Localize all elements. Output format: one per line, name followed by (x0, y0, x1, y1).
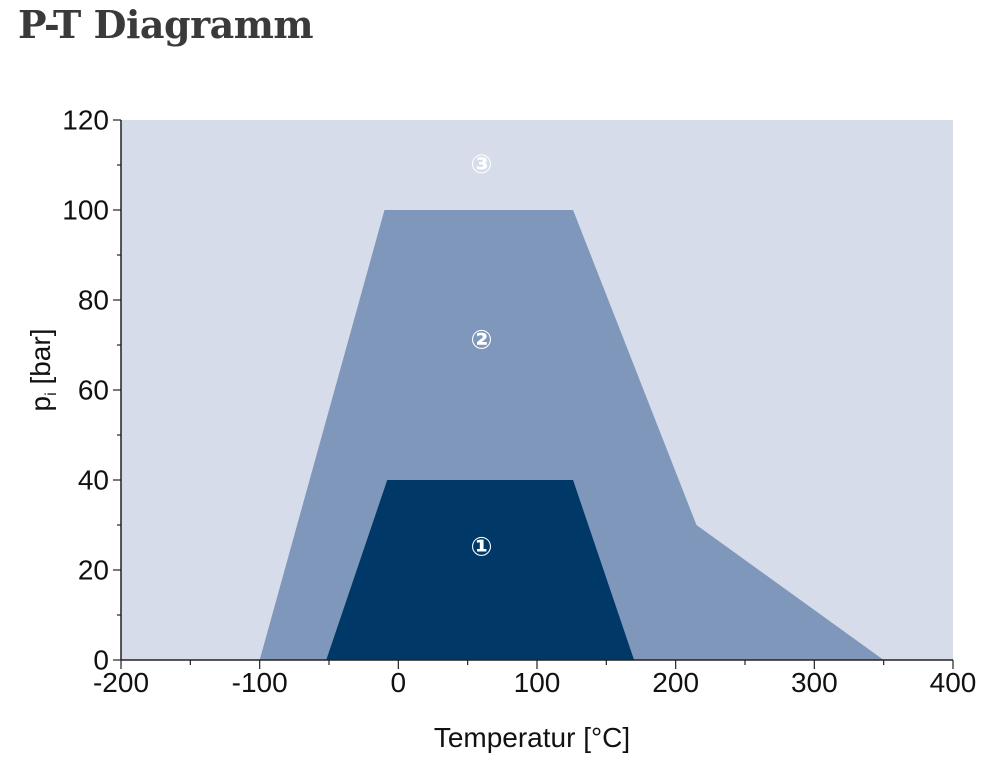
y-tick-label: 20 (78, 555, 109, 586)
region-label-1: ① (471, 533, 493, 563)
x-tick-label: 100 (514, 667, 561, 698)
x-tick-label: 200 (652, 667, 699, 698)
x-tick-label: -100 (232, 667, 288, 698)
x-axis-title: Temperatur [°C] (434, 722, 630, 753)
y-tick-label: 80 (78, 285, 109, 316)
region-label-2: ② (471, 326, 493, 356)
page-title: P-T Diagramm (18, 2, 314, 47)
y-tick-label: 0 (93, 645, 109, 676)
x-tick-label: 0 (391, 667, 407, 698)
x-tick-label: -200 (93, 667, 149, 698)
y-tick-label: 100 (62, 195, 109, 226)
x-tick-label: 400 (930, 667, 977, 698)
y-axis-title: pi [bar] (25, 329, 60, 412)
x-tick-label: 300 (791, 667, 838, 698)
region-1-area (326, 480, 635, 660)
y-tick-label: 40 (78, 465, 109, 496)
y-tick-label: 60 (78, 375, 109, 406)
y-tick-label: 120 (62, 105, 109, 136)
region-label-3: ③ (471, 150, 493, 180)
